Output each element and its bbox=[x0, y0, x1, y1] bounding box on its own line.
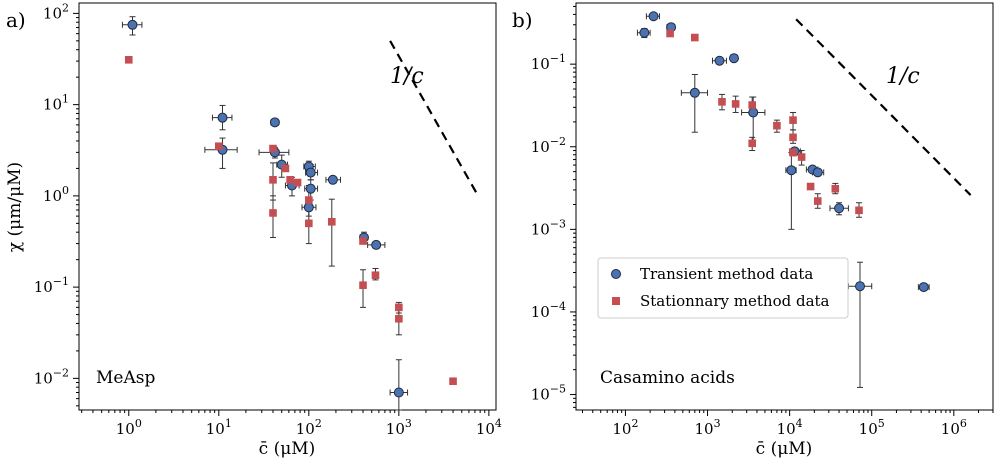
a-stationary-point bbox=[371, 271, 380, 280]
panel-b-annotation: Casamino acids bbox=[600, 368, 735, 388]
panel-a-annotation: MeAsp bbox=[96, 368, 155, 388]
b-x-tick-label: 102 bbox=[612, 417, 638, 438]
panel-a-chart: a) MeAsp 1/c c̄ (μM) χ (μm/μM) 100 101 102… bbox=[5, 1, 502, 459]
b-stationary-point bbox=[855, 206, 863, 215]
panel-a-letter: a) bbox=[6, 8, 26, 32]
a-transient-point bbox=[305, 183, 316, 194]
b-guide-line bbox=[795, 18, 972, 196]
panel-b-letter: b) bbox=[512, 8, 533, 32]
a-y-tick-label: 102 bbox=[43, 1, 69, 22]
legend-transient-label: Transient method data bbox=[640, 265, 813, 283]
b-y-tick-label: 10−1 bbox=[531, 52, 566, 73]
b-x-tick-label: 103 bbox=[694, 417, 720, 438]
legend-stationary-marker bbox=[612, 297, 620, 305]
a-stationary-point bbox=[293, 178, 302, 187]
b-transient-point bbox=[639, 27, 650, 38]
b-x-tick-label: 106 bbox=[941, 417, 967, 438]
a-stationary-point bbox=[124, 56, 133, 64]
panel-a-frame bbox=[78, 2, 497, 411]
a-stationary-point bbox=[214, 142, 223, 151]
b-stationary-point bbox=[666, 29, 674, 38]
panel-a-y-axis-label: χ (μm/μM) bbox=[5, 162, 25, 252]
b-transient-point bbox=[786, 165, 797, 176]
b-transient-point bbox=[714, 55, 725, 66]
a-x-tick-label: 102 bbox=[296, 417, 322, 438]
b-stationary-point bbox=[789, 148, 797, 157]
b-stationary-point bbox=[748, 101, 756, 109]
a-stationary-point bbox=[269, 144, 277, 153]
a-y-tick-label: 10−1 bbox=[34, 275, 69, 296]
a-x-tick-label: 100 bbox=[116, 417, 142, 438]
a-stationary-point bbox=[281, 164, 290, 173]
a-transient-point bbox=[371, 239, 382, 250]
b-transient-point bbox=[855, 281, 866, 292]
b-stationary-point bbox=[773, 121, 781, 130]
a-y-tick-label: 101 bbox=[43, 93, 69, 114]
b-stationary-point bbox=[748, 139, 756, 148]
b-transient-point bbox=[748, 107, 759, 118]
a-transient-point bbox=[303, 202, 314, 213]
b-stationary-point bbox=[691, 33, 699, 42]
a-x-tick-label: 104 bbox=[476, 417, 502, 438]
panel-b-chart: b) Casamino acids 1/c c̄ (μM) 102 103 104 1… bbox=[512, 2, 994, 459]
legend-box bbox=[597, 257, 849, 319]
panel-b-x-axis-label: c̄ (μM) bbox=[756, 439, 813, 459]
b-transient-point bbox=[834, 203, 845, 214]
b-y-tick-label: 10−4 bbox=[531, 300, 566, 321]
b-stationary-point bbox=[718, 98, 726, 106]
b-transient-point bbox=[689, 87, 700, 98]
a-transient-point bbox=[269, 117, 280, 128]
a-x-tick-label: 103 bbox=[386, 417, 412, 438]
a-stationary-point bbox=[269, 176, 277, 184]
b-transient-point bbox=[918, 282, 929, 293]
b-stationary-point bbox=[813, 197, 822, 205]
b-transient-point bbox=[812, 167, 823, 178]
b-y-tick-label: 10−3 bbox=[531, 217, 566, 238]
panel-b-guide-label: 1/c bbox=[886, 64, 920, 89]
b-stationary-point bbox=[806, 182, 815, 191]
panel-b-frame bbox=[575, 2, 994, 411]
a-transient-point bbox=[327, 174, 338, 185]
b-x-tick-label: 105 bbox=[859, 417, 885, 438]
a-stationary-point bbox=[395, 303, 403, 312]
a-y-tick-label: 100 bbox=[43, 184, 69, 205]
a-stationary-point bbox=[305, 196, 313, 204]
a-stationary-point bbox=[359, 237, 367, 245]
b-y-tick-label: 10−2 bbox=[531, 135, 566, 156]
legend-transient-marker bbox=[611, 269, 621, 279]
a-stationary-point bbox=[269, 209, 277, 217]
panel-a-x-axis-label: c̄ (μM) bbox=[259, 439, 316, 459]
b-y-tick-label: 10−5 bbox=[531, 383, 566, 404]
a-stationary-point bbox=[449, 377, 457, 386]
a-transient-point bbox=[127, 19, 138, 30]
panel-a-guide-label: 1/c bbox=[390, 64, 424, 89]
a-transient-point bbox=[217, 112, 228, 123]
b-transient-point bbox=[648, 11, 659, 22]
a-x-tick-label: 101 bbox=[206, 417, 232, 438]
a-stationary-point bbox=[395, 314, 403, 323]
b-transient-point bbox=[728, 53, 739, 64]
legend: Transient method data Stationnary method… bbox=[597, 257, 849, 319]
a-transient-point bbox=[393, 387, 404, 398]
a-guide-line bbox=[389, 40, 480, 197]
a-stationary-point bbox=[305, 219, 313, 228]
a-stationary-point bbox=[286, 176, 294, 184]
b-stationary-point bbox=[831, 184, 840, 193]
a-transient-point bbox=[305, 167, 316, 178]
a-y-tick-label: 10−2 bbox=[34, 366, 69, 387]
a-stationary-point bbox=[328, 217, 336, 226]
b-x-tick-label: 104 bbox=[777, 417, 803, 438]
b-stationary-point bbox=[797, 153, 806, 161]
b-stationary-point bbox=[731, 100, 740, 108]
legend-stationary-label: Stationnary method data bbox=[640, 292, 830, 310]
a-stationary-point bbox=[359, 281, 367, 289]
b-stationary-point bbox=[789, 116, 797, 124]
b-stationary-point bbox=[789, 133, 797, 142]
